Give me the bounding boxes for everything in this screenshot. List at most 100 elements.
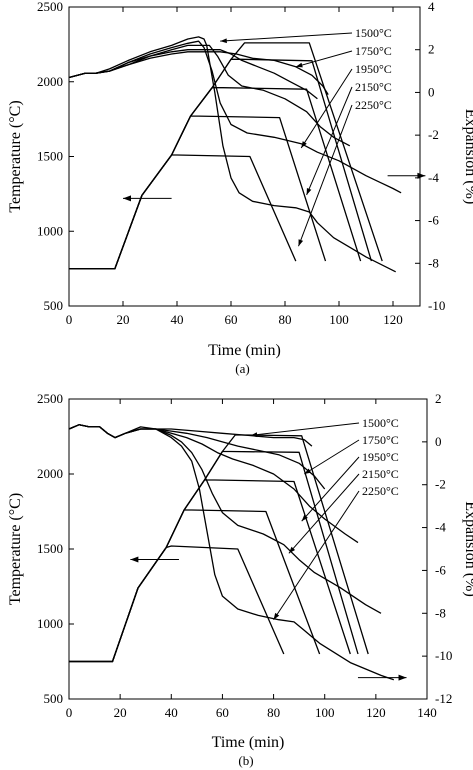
legend-pointer-line (220, 32, 353, 42)
x-tick-label: 20 (117, 312, 130, 327)
legend-pointer-line (250, 422, 360, 436)
y-right-tick-label: 0 (428, 84, 435, 99)
legend-label: 1750°C (362, 433, 399, 447)
legend-label: 1950°C (355, 62, 392, 76)
legend-label: 1500°C (355, 26, 392, 40)
legend-pointer-head (295, 62, 303, 68)
y-right-tick-label: -6 (428, 213, 439, 228)
y-right-tick-label: -4 (428, 170, 439, 185)
legend-pointer-line (288, 473, 360, 554)
y-right-tick-label: 2 (435, 391, 442, 406)
x-tick-label: 80 (279, 312, 292, 327)
y-right-tick-label: -10 (435, 648, 452, 663)
y-left-tick-label: 1000 (37, 223, 63, 238)
y-right-tick-label: -4 (435, 520, 446, 535)
legend-label: 2150°C (355, 80, 392, 94)
x-tick-label: 60 (216, 705, 229, 720)
left-axis-indicator-arrow-head (123, 195, 131, 202)
legend-label: 2250°C (362, 484, 399, 498)
legend-label: 1750°C (355, 44, 392, 58)
y-left-tick-label: 1500 (37, 541, 63, 556)
legend-pointer-head (306, 187, 312, 195)
y-left-tick-label: 500 (44, 298, 64, 313)
y-left-tick-label: 2500 (37, 391, 63, 406)
chart-panel-2: 0 20 40 60 80 100 120 1405001000150020002500-12… (7, 391, 473, 768)
legend-pointer-line (301, 456, 360, 522)
legend-pointer-head (301, 514, 308, 522)
y-right-tick-label: -2 (435, 477, 446, 492)
temperature-line-2150C (69, 450, 359, 663)
y-left-tick-label: 2000 (37, 466, 63, 481)
y-left-tick-label: 2000 (37, 74, 63, 89)
legend-pointer-head (250, 432, 258, 438)
x-tick-label: 80 (267, 705, 280, 720)
expansion-line-1500C (68, 424, 395, 681)
expansion-line-1750C (68, 424, 382, 614)
x-axis-label: Time (min) (212, 734, 285, 751)
left-axis-indicator-arrow-head (130, 556, 139, 563)
legend-pointer-head (273, 612, 280, 620)
legend-label: 1500°C (362, 416, 399, 430)
y-right-tick-label: -2 (428, 127, 439, 142)
expansion-line-2250C (68, 424, 313, 447)
x-tick-label: 120 (366, 705, 386, 720)
y-right-tick-label: 2 (428, 42, 435, 57)
y-right-tick-label: 0 (435, 434, 442, 449)
x-tick-label: 120 (383, 312, 403, 327)
legend-pointer-head (304, 468, 312, 474)
y-left-axis-label: Temperature (°C) (7, 493, 24, 605)
temperature-line-2250C (69, 42, 383, 270)
legend-label: 1950°C (362, 450, 399, 464)
y-left-axis-label: Temperature (°C) (7, 100, 24, 212)
y-left-tick-label: 500 (44, 691, 64, 706)
panel-caption: (a) (235, 361, 249, 376)
x-tick-label: 40 (171, 312, 184, 327)
x-tick-label: 40 (165, 705, 178, 720)
legend-pointer-head (288, 546, 296, 554)
legend-pointer-head (298, 239, 304, 247)
y-left-tick-label: 1500 (37, 149, 63, 164)
right-axis-indicator-arrow-head (398, 674, 407, 681)
temperature-line-1750C (69, 509, 321, 663)
y-right-tick-label: 4 (428, 0, 435, 14)
chart-panel-1: 0 20 40 60 80 100 1205001000150020002500-10-8-… (7, 0, 473, 376)
temperature-line-1500C (69, 545, 285, 663)
x-tick-label: 100 (315, 705, 335, 720)
legend-pointer-line (295, 50, 353, 68)
legend-pointer-line (303, 439, 360, 475)
y-right-axis-label: Expansion (%) (462, 109, 473, 205)
temperature-line-2250C (69, 434, 369, 663)
temperature-line-1750C (69, 115, 327, 270)
y-right-tick-label: -12 (435, 691, 452, 706)
legend-pointer-line (306, 86, 353, 196)
x-tick-label: 60 (225, 312, 238, 327)
x-tick-label: 0 (66, 705, 73, 720)
x-tick-label: 100 (329, 312, 349, 327)
legend-pointer-line (273, 490, 360, 620)
y-right-axis-label: Expansion (%) (462, 501, 473, 597)
temperature-line-1950C (69, 87, 362, 270)
expansion-line-1500C (68, 36, 396, 273)
y-right-tick-label: -8 (435, 605, 446, 620)
y-right-tick-label: -10 (428, 298, 445, 313)
x-tick-label: 140 (417, 705, 437, 720)
y-right-tick-label: -8 (428, 255, 439, 270)
expansion-line-2250C (68, 51, 329, 95)
y-left-tick-label: 1000 (37, 616, 63, 631)
x-axis-label: Time (min) (208, 342, 281, 359)
right-axis-indicator-arrow-head (417, 172, 426, 179)
temperature-line-1500C (69, 154, 297, 270)
expansion-line-2150C (68, 49, 318, 100)
legend-label: 2150°C (362, 467, 399, 481)
legend-pointer-line (300, 68, 353, 149)
x-tick-label: 20 (114, 705, 127, 720)
legend-pointer-head (220, 38, 227, 44)
y-right-tick-label: -6 (435, 562, 446, 577)
legend-label: 2250°C (355, 98, 392, 112)
y-left-tick-label: 2500 (37, 0, 63, 14)
legend-pointer-line (298, 104, 353, 247)
legend-pointer-head (301, 141, 307, 148)
panel-caption: (b) (238, 753, 253, 768)
x-tick-label: 0 (66, 312, 73, 327)
